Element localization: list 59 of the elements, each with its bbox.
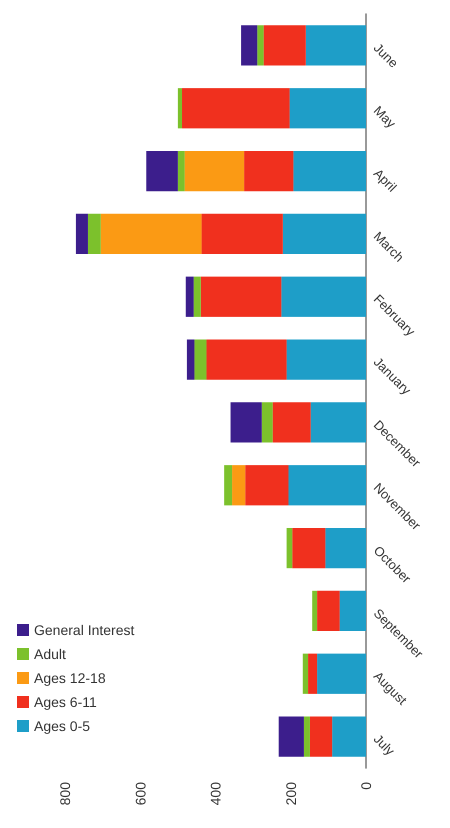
- bar: [312, 590, 318, 632]
- bar: [184, 150, 244, 192]
- legend-label: Ages 6-11: [34, 694, 97, 710]
- bar: [178, 88, 182, 128]
- x-tick-label: 800: [57, 782, 73, 806]
- bar: [206, 339, 287, 380]
- x-tick-label: 200: [282, 782, 299, 806]
- bar: [306, 25, 366, 66]
- bar: [186, 276, 194, 317]
- bar: [304, 716, 310, 757]
- bar: [286, 339, 366, 380]
- bar: [332, 716, 366, 757]
- bar: [317, 590, 340, 632]
- bar: [292, 528, 326, 568]
- x-tick-label: 600: [132, 782, 148, 806]
- bar: [293, 150, 366, 192]
- bar: [178, 150, 185, 192]
- bar: [230, 402, 262, 443]
- bar: [325, 528, 366, 568]
- bar: [100, 214, 202, 254]
- bar: [244, 150, 294, 192]
- bar: [308, 654, 318, 694]
- bar: [257, 25, 264, 66]
- bar: [146, 150, 178, 192]
- bar: [224, 465, 232, 506]
- legend-label: General Interest: [34, 622, 134, 638]
- bar: [194, 276, 201, 317]
- bar: [281, 276, 366, 317]
- bar: [200, 276, 282, 317]
- legend-label: Ages 12-18: [34, 670, 106, 686]
- bar: [194, 339, 206, 380]
- bar: [286, 528, 292, 568]
- bar: [310, 716, 332, 757]
- bar: [282, 214, 366, 254]
- bar: [288, 465, 366, 506]
- x-tick-label: 400: [208, 782, 224, 806]
- bar: [262, 402, 273, 443]
- bar: [182, 88, 290, 128]
- y-tick-label: July: [370, 731, 398, 759]
- bar: [241, 25, 258, 66]
- bar: [202, 214, 283, 254]
- bar: [88, 214, 101, 254]
- bar: [310, 402, 366, 443]
- bar: [264, 25, 306, 66]
- legend-label: Adult: [34, 646, 66, 662]
- bar: [317, 654, 366, 694]
- bar: [340, 590, 366, 632]
- bar: [272, 402, 311, 443]
- y-tick-label: April: [370, 166, 400, 195]
- legend-label: Ages 0-5: [34, 718, 90, 734]
- bar: [278, 716, 304, 757]
- x-tick-label: 0: [358, 782, 374, 790]
- bar: [290, 88, 366, 128]
- bar: [232, 465, 246, 506]
- bar: [302, 654, 308, 694]
- y-tick-label: May: [370, 102, 400, 132]
- bar: [76, 214, 88, 254]
- bar: [245, 465, 288, 506]
- bar: [186, 339, 194, 380]
